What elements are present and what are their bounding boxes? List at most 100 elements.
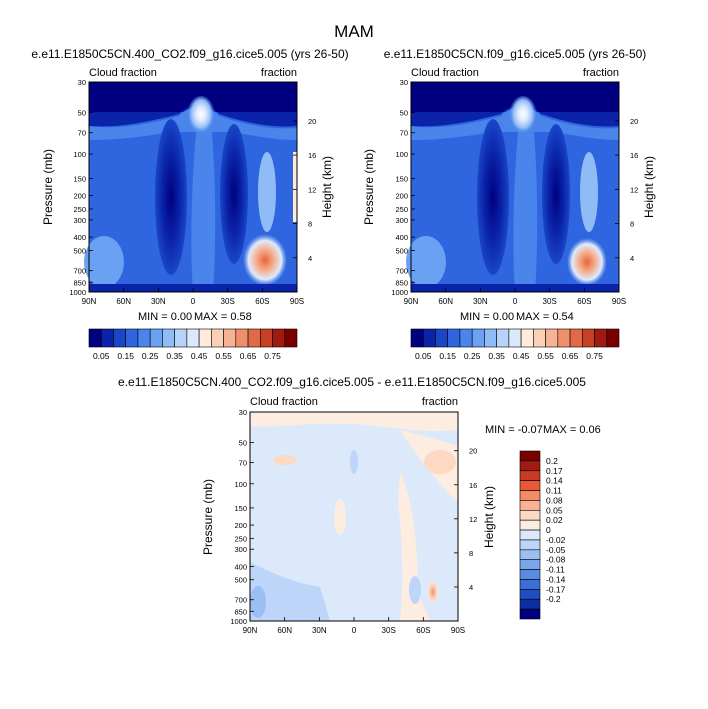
panel-2-max: MAX = 0.54 bbox=[516, 311, 574, 323]
colorbar-box bbox=[519, 480, 541, 491]
height-tick-label: 16 bbox=[469, 481, 477, 490]
colorbar-box bbox=[581, 328, 595, 348]
pressure-tick-label: 50 bbox=[78, 109, 86, 118]
latitude-tick-label: 90N bbox=[82, 297, 97, 306]
colorbar-box bbox=[247, 328, 261, 348]
colorbar-box bbox=[519, 579, 541, 590]
field-tropical-peak bbox=[509, 96, 537, 136]
height-tick-label: 8 bbox=[630, 220, 634, 229]
colorbar-box bbox=[519, 519, 541, 531]
panel-3-min: MIN = -0.07 bbox=[485, 424, 543, 436]
colorbar-label: 0.17 bbox=[546, 466, 563, 476]
colorbar-label: -0.02 bbox=[546, 535, 566, 545]
pressure-tick-label: 150 bbox=[395, 174, 408, 183]
colorbar-label: 0 bbox=[546, 525, 551, 535]
panel-3-ylabel: Pressure (mb) bbox=[201, 479, 215, 555]
pressure-tick-label: 300 bbox=[234, 545, 247, 554]
colorbar-box bbox=[162, 328, 175, 348]
pressure-tick-label: 100 bbox=[395, 150, 408, 159]
field-nh-lowcloud bbox=[406, 236, 446, 288]
field-tropical-plume bbox=[191, 122, 216, 292]
diff-positive-right-core bbox=[424, 450, 456, 474]
colorbar-label: -0.08 bbox=[546, 555, 566, 565]
colorbar-label: 0.2 bbox=[546, 456, 558, 466]
field-sh-core bbox=[542, 124, 570, 264]
pressure-tick-label: 500 bbox=[395, 246, 408, 255]
figure-title: MAM bbox=[334, 22, 374, 41]
field-tropical-plume bbox=[513, 122, 538, 292]
colorbar-label: 0.05 bbox=[93, 351, 110, 361]
pressure-tick-label: 1000 bbox=[69, 288, 86, 297]
colorbar-box bbox=[519, 490, 541, 501]
pressure-tick-label: 700 bbox=[234, 596, 247, 605]
pressure-tick-label: 250 bbox=[395, 205, 408, 214]
diff-negative-sh bbox=[409, 576, 421, 604]
field-nh-lowcloud bbox=[84, 236, 124, 288]
pressure-tick-label: 1000 bbox=[391, 288, 408, 297]
colorbar-2: 0.05 0.15 0.25 0.35 0.45 0.55 0.65 0.75 bbox=[410, 328, 620, 361]
colorbar-label: 0.08 bbox=[546, 495, 563, 505]
diff-positive-top bbox=[250, 412, 458, 432]
pressure-tick-label: 700 bbox=[395, 267, 408, 276]
field-tropical-peak bbox=[187, 96, 215, 136]
pressure-tick-label: 100 bbox=[73, 150, 86, 159]
colorbar-label: 0.65 bbox=[240, 351, 257, 361]
colorbar-box bbox=[149, 328, 163, 348]
latitude-tick-label: 60S bbox=[416, 626, 430, 635]
pressure-tick-label: 200 bbox=[234, 521, 247, 530]
panel-3: e.e11.E1850C5CN.400_CO2.f09_g16.cice5.00… bbox=[118, 375, 601, 622]
panel-3-title: e.e11.E1850C5CN.400_CO2.f09_g16.cice5.00… bbox=[118, 375, 586, 389]
field-nh-core bbox=[155, 119, 187, 275]
panel-1-plot bbox=[84, 81, 298, 293]
pressure-tick-label: 70 bbox=[400, 129, 408, 138]
colorbar-label: 0.35 bbox=[488, 351, 505, 361]
colorbar-label: 0.15 bbox=[117, 351, 134, 361]
height-tick-label: 8 bbox=[308, 220, 312, 229]
height-tick-label: 16 bbox=[308, 151, 316, 160]
colorbar-box bbox=[519, 450, 541, 462]
colorbar-box bbox=[88, 328, 102, 348]
colorbar-box bbox=[545, 328, 559, 348]
panel-3-left-label: Cloud fraction bbox=[250, 396, 318, 408]
pressure-tick-label: 50 bbox=[400, 109, 408, 118]
pressure-tick-label: 300 bbox=[395, 216, 408, 225]
height-tick-label: 20 bbox=[469, 447, 477, 456]
colorbar-box bbox=[606, 328, 620, 348]
panel-2-right-label: fraction bbox=[583, 67, 619, 79]
colorbar-box bbox=[519, 470, 541, 481]
diff-positive-nh-upper bbox=[273, 455, 297, 465]
latitude-tick-label: 60S bbox=[577, 297, 591, 306]
colorbar-box bbox=[557, 328, 571, 348]
pressure-tick-label: 200 bbox=[73, 192, 86, 201]
pressure-tick-label: 150 bbox=[73, 174, 86, 183]
pressure-tick-label: 850 bbox=[73, 278, 86, 287]
pressure-tick-label: 400 bbox=[395, 233, 408, 242]
colorbar-box bbox=[508, 328, 522, 348]
panel-3-right-label: fraction bbox=[422, 396, 458, 408]
colorbar-label: 0.55 bbox=[537, 351, 554, 361]
panel-1-right-label: fraction bbox=[261, 67, 297, 79]
colorbar-box bbox=[235, 328, 249, 348]
height-tick-label: 4 bbox=[308, 254, 312, 263]
field-nh-core bbox=[477, 119, 509, 275]
panel-2-min: MIN = 0.00 bbox=[460, 311, 514, 323]
colorbar-1: 0.05 0.15 0.25 0.35 0.45 0.55 0.65 0.75 bbox=[88, 328, 298, 361]
colorbar-box bbox=[519, 539, 541, 551]
colorbar-box bbox=[113, 328, 127, 348]
latitude-tick-label: 30N bbox=[473, 297, 488, 306]
colorbar-box bbox=[186, 328, 200, 348]
pressure-tick-label: 400 bbox=[234, 562, 247, 571]
latitude-tick-label: 0 bbox=[191, 297, 196, 306]
latitude-tick-label: 90S bbox=[290, 297, 304, 306]
colorbar-box bbox=[471, 328, 485, 348]
pressure-tick-label: 150 bbox=[234, 504, 247, 513]
height-tick-label: 12 bbox=[630, 185, 638, 194]
height-tick-label: 16 bbox=[630, 151, 638, 160]
colorbar-box bbox=[519, 509, 541, 521]
pressure-tick-label: 850 bbox=[395, 278, 408, 287]
pressure-tick-label: 700 bbox=[73, 267, 86, 276]
panel-3-max: MAX = 0.06 bbox=[543, 424, 601, 436]
height-tick-label: 8 bbox=[469, 549, 473, 558]
pressure-tick-label: 300 bbox=[73, 216, 86, 225]
